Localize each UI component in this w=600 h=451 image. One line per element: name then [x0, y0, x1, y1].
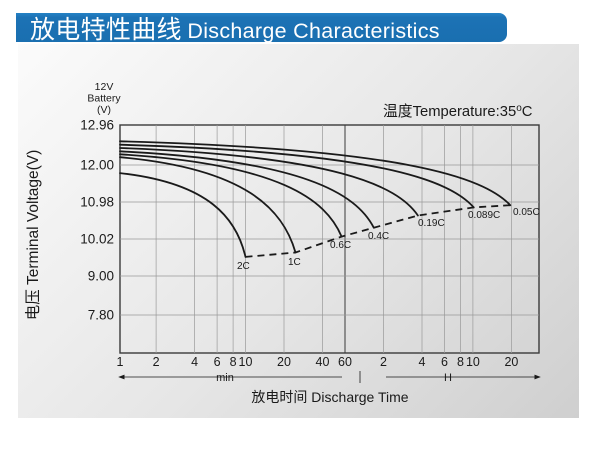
svg-text:(V): (V): [97, 104, 111, 116]
svg-text:1: 1: [117, 355, 124, 369]
svg-text:2: 2: [153, 355, 160, 369]
svg-text:温度Temperature:35oC: 温度Temperature:35oC: [383, 103, 533, 121]
svg-text:12V: 12V: [95, 81, 114, 93]
svg-text:6: 6: [214, 355, 221, 369]
svg-text:20: 20: [277, 355, 291, 369]
svg-text:8: 8: [230, 355, 237, 369]
svg-text:10.98: 10.98: [80, 195, 114, 210]
svg-text:6: 6: [441, 355, 448, 369]
svg-text:H: H: [444, 372, 452, 384]
svg-text:2C: 2C: [237, 261, 250, 272]
svg-text:0.089C: 0.089C: [468, 210, 500, 221]
svg-text:10.02: 10.02: [80, 232, 114, 247]
svg-text:放电时间 Discharge Time: 放电时间 Discharge Time: [251, 389, 408, 405]
svg-text:8: 8: [457, 355, 464, 369]
svg-text:10: 10: [466, 355, 480, 369]
svg-text:Battery: Battery: [87, 93, 121, 105]
svg-text:40: 40: [316, 355, 330, 369]
svg-text:60: 60: [338, 355, 352, 369]
svg-text:12.96: 12.96: [80, 118, 114, 133]
svg-text:0.4C: 0.4C: [368, 231, 389, 242]
svg-text:12.00: 12.00: [80, 158, 114, 173]
svg-text:4: 4: [191, 355, 198, 369]
svg-text:1C: 1C: [288, 257, 301, 268]
svg-text:20: 20: [504, 355, 518, 369]
svg-text:0.19C: 0.19C: [418, 218, 445, 229]
svg-text:9.00: 9.00: [88, 269, 114, 284]
svg-text:min: min: [216, 372, 234, 384]
svg-text:0.6C: 0.6C: [330, 240, 351, 251]
svg-text:电压 Terminal Voltage(V): 电压 Terminal Voltage(V): [24, 150, 42, 321]
svg-text:2: 2: [380, 355, 387, 369]
svg-text:10: 10: [239, 355, 253, 369]
svg-text:0.05C: 0.05C: [513, 207, 540, 218]
svg-text:7.80: 7.80: [88, 308, 114, 323]
svg-text:4: 4: [419, 355, 426, 369]
